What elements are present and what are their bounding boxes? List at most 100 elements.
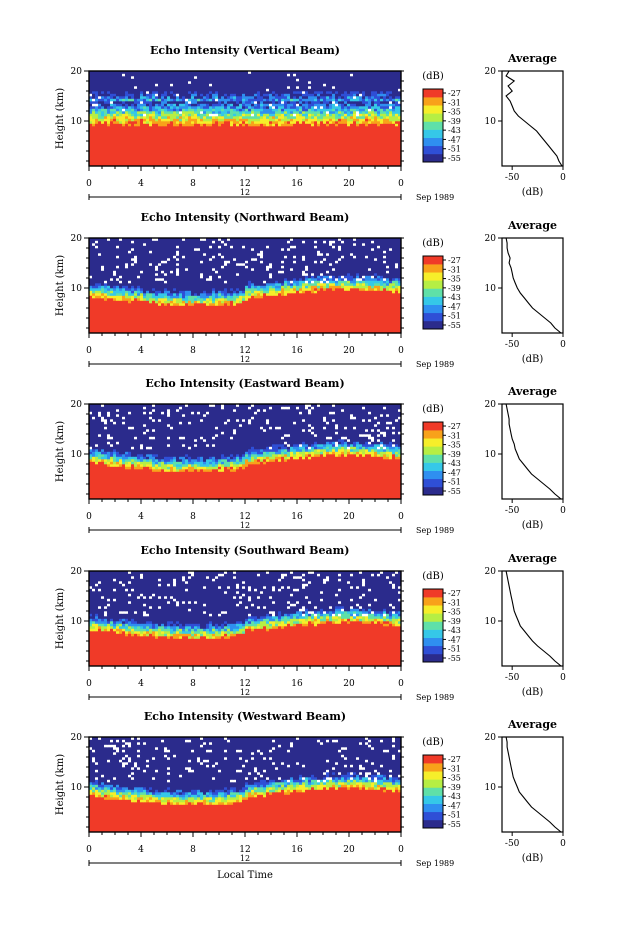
- heatmap-cell: [236, 71, 240, 74]
- heatmap-cell: [215, 318, 219, 321]
- heatmap-cell: [161, 91, 165, 94]
- heatmap-cell: [173, 310, 177, 314]
- heatmap-cell: [158, 310, 162, 314]
- heatmap-cell: [356, 325, 360, 329]
- heatmap-cell: [359, 146, 363, 149]
- heatmap-cell: [344, 78, 348, 82]
- heatmap-cell: [317, 328, 321, 331]
- heatmap-cell: [164, 133, 168, 137]
- heatmap-cell: [242, 146, 246, 149]
- heatmap-cell: [92, 133, 96, 137]
- heatmap-cell: [392, 320, 396, 324]
- heatmap-cell: [389, 318, 393, 321]
- heatmap-cell: [227, 76, 231, 79]
- heatmap-cell: [251, 123, 255, 127]
- heatmap-cell: [338, 148, 342, 152]
- heatmap-cell: [164, 111, 168, 114]
- heatmap-cell: [188, 123, 192, 127]
- heatmap-cell: [179, 78, 183, 82]
- heatmap-cell: [329, 153, 333, 157]
- heatmap-cell: [263, 310, 267, 314]
- heatmap-cell: [239, 76, 243, 79]
- heatmap-cell: [137, 163, 141, 167]
- heatmap-cell: [347, 138, 351, 142]
- heatmap-cell: [176, 151, 180, 154]
- heatmap-cell: [203, 91, 207, 94]
- heatmap-cell: [227, 116, 231, 119]
- heatmap-cell: [164, 98, 168, 102]
- heatmap-cell: [152, 318, 156, 321]
- heatmap-cell: [344, 153, 348, 157]
- heatmap-cell: [308, 81, 312, 84]
- heatmap-cell: [341, 315, 345, 319]
- heatmap-cell: [200, 106, 204, 109]
- heatmap-cell: [281, 71, 285, 74]
- heatmap-cell: [131, 86, 135, 89]
- heatmap-cell: [101, 330, 105, 334]
- heatmap-cell: [167, 111, 171, 114]
- heatmap-cell: [200, 330, 204, 334]
- heatmap-cell: [152, 86, 156, 89]
- heatmap-cell: [248, 71, 252, 74]
- heatmap-cell: [110, 146, 114, 149]
- heatmap-cell: [269, 76, 273, 79]
- heatmap-cell: [95, 131, 99, 134]
- heatmap-cell: [266, 118, 270, 122]
- heatmap-cell: [245, 131, 249, 134]
- heatmap-cell: [203, 121, 207, 124]
- heatmap-cell: [359, 323, 363, 326]
- heatmap-cell: [137, 96, 141, 99]
- heatmap-cell: [212, 143, 216, 147]
- heatmap-cell: [224, 98, 228, 102]
- heatmap-cell: [173, 156, 177, 159]
- heatmap-cell: [308, 113, 312, 117]
- heatmap-cell: [101, 123, 105, 127]
- average-y-tick-label: 20: [485, 67, 497, 77]
- heatmap-cell: [107, 313, 111, 316]
- heatmap-cell: [365, 78, 369, 82]
- heatmap-cell: [320, 106, 324, 109]
- heatmap-cell: [191, 116, 195, 119]
- heatmap-cell: [176, 158, 180, 162]
- heatmap-cell: [353, 98, 357, 102]
- heatmap-cell: [242, 313, 246, 316]
- heatmap-cell: [113, 156, 117, 159]
- heatmap-cell: [140, 320, 144, 324]
- heatmap-cell: [350, 73, 354, 77]
- heatmap-cell: [287, 96, 291, 99]
- heatmap-cell: [182, 91, 186, 94]
- heatmap-cell: [191, 138, 195, 142]
- heatmap-cell: [95, 98, 99, 102]
- x-tick-label: 12: [239, 179, 250, 189]
- heatmap-cell: [224, 108, 228, 112]
- heatmap-cell: [305, 323, 309, 326]
- heatmap-cell: [398, 161, 402, 164]
- heatmap-cell: [212, 131, 216, 134]
- heatmap-cell: [314, 153, 318, 157]
- heatmap-cell: [191, 106, 195, 109]
- heatmap-cell: [185, 126, 189, 129]
- heatmap-cell: [377, 328, 381, 331]
- heatmap-cell: [323, 141, 327, 144]
- heatmap-cell: [281, 96, 285, 99]
- heatmap-cell: [341, 153, 345, 157]
- heatmap-cell: [164, 73, 168, 77]
- heatmap-cell: [140, 91, 144, 94]
- heatmap-cell: [107, 83, 111, 87]
- heatmap-cell: [185, 320, 189, 324]
- heatmap-cell: [128, 73, 132, 77]
- heatmap-cell: [185, 133, 189, 137]
- heatmap-cell: [329, 133, 333, 137]
- heatmap-cell: [110, 106, 114, 109]
- heatmap-cell: [131, 163, 135, 167]
- heatmap-cell: [365, 121, 369, 124]
- heatmap-cell: [185, 315, 189, 319]
- heatmap-cell: [353, 101, 357, 104]
- heatmap-cell: [275, 98, 279, 102]
- heatmap-cell: [362, 121, 366, 124]
- heatmap-cell: [338, 81, 342, 84]
- heatmap-cell: [311, 151, 315, 154]
- heatmap-cell: [350, 153, 354, 157]
- heatmap-cell: [254, 318, 258, 321]
- heatmap-cell: [170, 138, 174, 142]
